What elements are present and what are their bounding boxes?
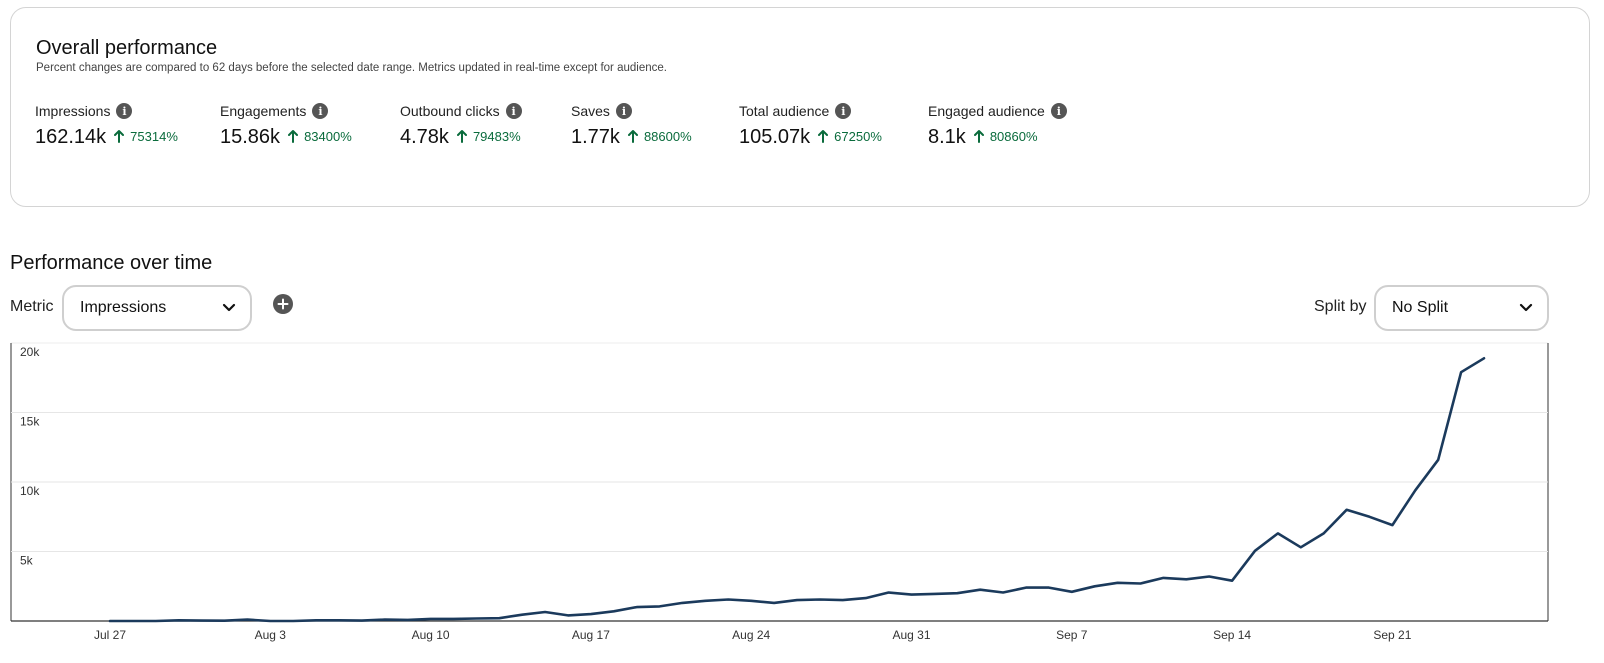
metric-change-text: 67250%: [834, 128, 882, 144]
metric-value-row: 105.07k 67250%: [739, 126, 882, 149]
metric-engagements: Engagements i 15.86k 83400%: [220, 103, 352, 149]
metric-value-row: 4.78k 79483%: [400, 126, 522, 149]
metric-label: Engagements i: [220, 103, 352, 119]
info-icon[interactable]: i: [116, 103, 133, 119]
chevron-down-icon: [222, 303, 236, 312]
plus-circle-icon[interactable]: [273, 294, 293, 314]
metric-change-text: 83400%: [304, 128, 352, 144]
info-icon[interactable]: i: [615, 103, 632, 119]
metric-change: 88600%: [627, 128, 692, 144]
metric-engaged-audience: Engaged audience i 8.1k 80860%: [928, 103, 1067, 149]
impressions-line: [108, 357, 1486, 623]
arrow-up-icon: [288, 130, 299, 143]
arrow-up-icon: [114, 130, 125, 143]
x-tick-label: Sep 21: [1373, 628, 1411, 642]
metric-value-row: 8.1k 80860%: [928, 126, 1067, 149]
metric-label-text: Engaged audience: [928, 103, 1045, 119]
arrow-up-icon: [627, 130, 638, 143]
y-tick-label: 10k: [20, 484, 40, 498]
metric-value-row: 1.77k 88600%: [571, 126, 692, 149]
overall-performance-subtitle: Percent changes are compared to 62 days …: [36, 62, 667, 74]
split-by-select[interactable]: No Split: [1374, 285, 1549, 331]
x-tick-label: Sep 14: [1213, 628, 1251, 642]
arrow-up-icon: [973, 130, 984, 143]
metric-select-value: Impressions: [80, 299, 167, 316]
x-tick-label: Aug 10: [412, 628, 450, 642]
split-by-label: Split by: [1314, 298, 1367, 315]
metric-change: 80860%: [973, 128, 1038, 144]
y-tick-label: 5k: [20, 554, 34, 568]
line-chart: 5k 10k 15k 20k Jul 27 Aug 3 Aug 10 Aug 17 Aug 24…: [10, 342, 1549, 642]
metric-value: 1.77k: [571, 126, 620, 148]
metric-total-audience: Total audience i 105.07k 67250%: [739, 103, 882, 149]
metric-outbound-clicks: Outbound clicks i 4.78k 79483%: [400, 103, 522, 149]
chevron-down-icon: [1519, 303, 1533, 312]
metric-label-text: Engagements: [220, 103, 307, 119]
arrow-up-icon: [818, 130, 829, 143]
metric-change: 67250%: [818, 129, 882, 144]
metric-saves: Saves i 1.77k 88600%: [571, 103, 692, 149]
info-icon[interactable]: i: [505, 103, 522, 119]
metric-label: Outbound clicks i: [400, 103, 522, 119]
performance-over-time-title: Performance over time: [10, 252, 213, 274]
y-tick-label: 15k: [20, 415, 40, 429]
metric-impressions: Impressions i 162.14k 75314%: [35, 103, 178, 149]
metric-select[interactable]: Impressions: [62, 285, 252, 331]
y-tick-label: 20k: [20, 345, 40, 359]
metric-label: Saves i: [571, 103, 692, 119]
metric-value-row: 15.86k 83400%: [220, 126, 352, 149]
metric-label-text: Outbound clicks: [400, 103, 500, 119]
metric-label-text: Saves: [571, 103, 610, 119]
metric-label-text: Impressions: [35, 103, 111, 119]
metric-change: 79483%: [456, 128, 521, 144]
x-tick-label: Aug 31: [892, 628, 930, 642]
metric-value: 15.86k: [220, 126, 281, 148]
arrow-up-icon: [456, 130, 467, 143]
metric-label: Engaged audience i: [928, 103, 1067, 119]
metric-label-text: Total audience: [739, 103, 830, 119]
metric-change-text: 75314%: [130, 128, 178, 144]
x-tick-label: Aug 3: [255, 628, 287, 642]
x-tick-label: Jul 27: [94, 628, 126, 642]
metric-change: 75314%: [114, 129, 178, 144]
metric-change-text: 88600%: [643, 128, 692, 144]
performance-chart: 5k 10k 15k 20k Jul 27 Aug 3 Aug 10 Aug 17 Aug 24…: [0, 335, 1560, 660]
split-by-select-value: No Split: [1392, 299, 1449, 316]
x-tick-label: Aug 24: [732, 628, 770, 642]
metric-label: Impressions i: [35, 103, 178, 119]
info-icon[interactable]: i: [312, 103, 329, 119]
metric-value: 8.1k: [928, 126, 966, 148]
overall-performance-card: Overall performance Percent changes are …: [10, 7, 1590, 207]
metric-value: 105.07k: [739, 126, 811, 148]
x-tick-label: Sep 7: [1056, 628, 1088, 642]
metric-value: 4.78k: [400, 126, 449, 148]
info-icon[interactable]: i: [1050, 103, 1067, 119]
metric-change: 83400%: [288, 129, 352, 144]
x-tick-label: Aug 17: [572, 628, 610, 642]
metric-label: Metric: [10, 298, 54, 315]
metric-change-text: 80860%: [989, 128, 1038, 144]
metric-change-text: 79483%: [472, 128, 521, 144]
info-icon[interactable]: i: [835, 103, 852, 119]
metric-value: 162.14k: [35, 126, 107, 148]
metric-value-row: 162.14k 75314%: [35, 126, 178, 149]
overall-performance-title: Overall performance: [36, 37, 218, 59]
metric-label: Total audience i: [739, 103, 882, 119]
